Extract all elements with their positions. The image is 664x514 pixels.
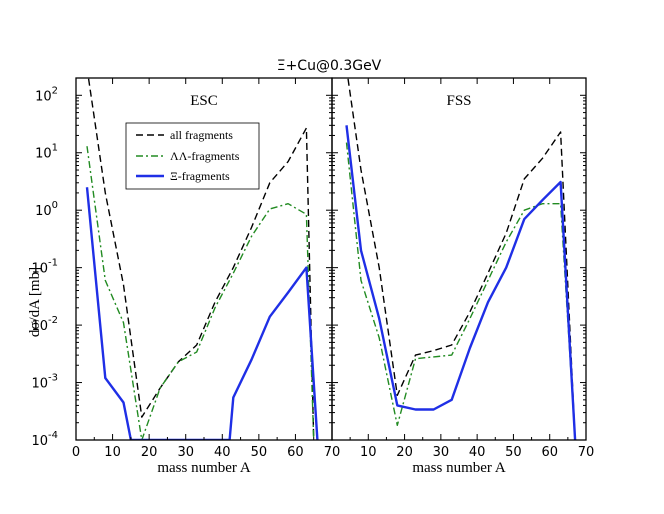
- x-axis-label-esc: mass number A: [157, 460, 250, 476]
- series-fss-fragments: [345, 142, 576, 440]
- y-tick-label: 10-4: [31, 430, 58, 449]
- panel-fss-series: [345, 78, 577, 440]
- series-fss-all-fragments: [347, 78, 576, 440]
- y-tick-label: 10-3: [31, 373, 58, 392]
- series-esc-all-fragments: [87, 78, 315, 440]
- x-tick-label-fss-70: 70: [578, 445, 595, 460]
- panel-label-fss: FSS: [446, 93, 471, 109]
- x-tick-label-esc-60: 60: [287, 445, 304, 460]
- x-tick-label-esc-30: 30: [177, 445, 194, 460]
- chart-title: Ξ+Cu@0.3GeV: [277, 58, 382, 74]
- x-tick-label-esc-40: 40: [214, 445, 231, 460]
- x-tick-label-esc-0: 0: [72, 445, 80, 460]
- legend: all fragments ΛΛ-fragments Ξ-fragments: [125, 122, 260, 190]
- y-tick-label: 102: [35, 85, 58, 104]
- x-tick-label-esc-20: 20: [141, 445, 158, 460]
- y-tick-label: 100: [35, 200, 58, 219]
- plot-layer: 0 10 20 30 40 50 60 70 ESC mass number A 10 20 30 40 5…: [31, 77, 595, 476]
- legend-label-xi-fragments: Ξ-fragments: [170, 169, 230, 183]
- x-tick-label-fss-10: 10: [360, 445, 377, 460]
- y-tick-label: 10-2: [31, 315, 58, 334]
- x-tick-label-esc-50: 50: [251, 445, 268, 460]
- series-esc-fragments: [86, 146, 315, 440]
- x-tick-label-esc-10: 10: [104, 445, 121, 460]
- x-tick-label-fss-30: 30: [433, 445, 450, 460]
- x-tick-label-fss-20: 20: [396, 445, 413, 460]
- legend-box: [125, 122, 260, 190]
- x-tick-label-fss-40: 40: [469, 445, 486, 460]
- y-axis-label: dσ/dA [mb]: [27, 267, 43, 337]
- panel-esc-series: [85, 78, 319, 440]
- legend-label-all-fragments: all fragments: [170, 128, 233, 142]
- x-tick-label-fss-50: 50: [505, 445, 522, 460]
- series-fss-fragments: [345, 125, 577, 440]
- x-tick-label-esc-70: 70: [324, 445, 341, 460]
- x-tick-label-fss-60: 60: [541, 445, 558, 460]
- panel-label-esc: ESC: [190, 93, 218, 109]
- y-tick-label: 101: [35, 143, 58, 162]
- series-esc-fragments: [85, 187, 319, 440]
- legend-label-ll-fragments: ΛΛ-fragments: [170, 149, 240, 163]
- y-tick-label: 10-1: [31, 258, 58, 277]
- x-axis-label-fss: mass number A: [412, 460, 505, 476]
- panel-fss-frame: [331, 77, 587, 441]
